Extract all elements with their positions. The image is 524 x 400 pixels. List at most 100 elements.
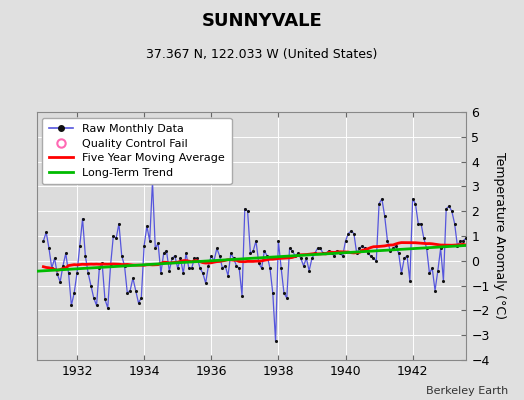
Point bbox=[171, 253, 179, 259]
Point bbox=[453, 243, 462, 249]
Point bbox=[104, 305, 112, 311]
Point bbox=[98, 260, 106, 266]
Point bbox=[515, 253, 523, 259]
Point bbox=[476, 206, 484, 212]
Point bbox=[226, 250, 235, 256]
Point bbox=[297, 255, 305, 262]
Point bbox=[134, 300, 143, 306]
Point bbox=[257, 265, 266, 272]
Point bbox=[397, 270, 406, 276]
Point bbox=[59, 262, 67, 269]
Point bbox=[204, 262, 213, 269]
Point bbox=[269, 290, 277, 296]
Text: SUNNYVALE: SUNNYVALE bbox=[202, 12, 322, 30]
Point bbox=[422, 245, 431, 252]
Point bbox=[146, 238, 154, 244]
Y-axis label: Temperature Anomaly (°C): Temperature Anomaly (°C) bbox=[493, 152, 506, 320]
Point bbox=[75, 243, 84, 249]
Point bbox=[504, 265, 512, 272]
Point bbox=[53, 271, 62, 278]
Point bbox=[84, 270, 92, 276]
Point bbox=[230, 255, 238, 262]
Point bbox=[232, 262, 241, 269]
Point bbox=[495, 250, 504, 256]
Point bbox=[288, 248, 297, 254]
Point bbox=[308, 255, 316, 262]
Legend: Raw Monthly Data, Quality Control Fail, Five Year Moving Average, Long-Term Tren: Raw Monthly Data, Quality Control Fail, … bbox=[42, 118, 232, 184]
Point bbox=[112, 235, 121, 242]
Point bbox=[344, 230, 353, 237]
Point bbox=[462, 235, 470, 242]
Point bbox=[498, 265, 506, 272]
Point bbox=[383, 238, 391, 244]
Point bbox=[252, 238, 260, 244]
Point bbox=[193, 255, 201, 262]
Point bbox=[277, 265, 286, 272]
Point bbox=[409, 196, 417, 202]
Point bbox=[341, 238, 350, 244]
Point bbox=[509, 248, 518, 254]
Point bbox=[459, 238, 467, 244]
Point bbox=[117, 253, 126, 259]
Point bbox=[62, 250, 70, 256]
Point bbox=[244, 208, 252, 214]
Point bbox=[90, 295, 98, 301]
Point bbox=[190, 255, 199, 262]
Point bbox=[79, 216, 87, 222]
Point bbox=[355, 245, 364, 252]
Point bbox=[366, 253, 375, 259]
Point bbox=[92, 302, 101, 309]
Point bbox=[299, 262, 308, 269]
Point bbox=[260, 248, 269, 254]
Point bbox=[188, 265, 196, 272]
Point bbox=[445, 203, 453, 210]
Point bbox=[50, 255, 59, 262]
Point bbox=[436, 245, 445, 252]
Point bbox=[428, 265, 436, 272]
Point bbox=[501, 270, 509, 276]
Text: 37.367 N, 122.033 W (United States): 37.367 N, 122.033 W (United States) bbox=[146, 48, 378, 61]
Point bbox=[478, 203, 487, 210]
Point bbox=[179, 270, 188, 276]
Point bbox=[389, 245, 397, 252]
Point bbox=[263, 253, 271, 259]
Point bbox=[151, 245, 159, 252]
Point bbox=[201, 280, 210, 286]
Point bbox=[95, 265, 104, 272]
Point bbox=[391, 243, 400, 249]
Point bbox=[132, 287, 140, 294]
Point bbox=[489, 250, 498, 256]
Point bbox=[414, 220, 422, 227]
Point bbox=[42, 229, 50, 236]
Point bbox=[512, 253, 520, 259]
Point bbox=[121, 262, 129, 269]
Point bbox=[439, 278, 447, 284]
Point bbox=[210, 258, 218, 264]
Point bbox=[481, 220, 489, 227]
Point bbox=[176, 255, 184, 262]
Point bbox=[353, 250, 361, 256]
Point bbox=[87, 282, 95, 289]
Point bbox=[420, 235, 428, 242]
Point bbox=[274, 238, 282, 244]
Point bbox=[425, 270, 434, 276]
Point bbox=[70, 290, 79, 296]
Point bbox=[400, 255, 408, 262]
Point bbox=[143, 223, 151, 229]
Point bbox=[328, 250, 336, 256]
Point bbox=[493, 255, 501, 262]
Point bbox=[361, 245, 369, 252]
Point bbox=[451, 220, 459, 227]
Point bbox=[386, 248, 395, 254]
Point bbox=[464, 235, 473, 242]
Point bbox=[64, 270, 73, 276]
Point bbox=[520, 255, 524, 262]
Point bbox=[313, 245, 322, 252]
Point bbox=[434, 268, 442, 274]
Point bbox=[173, 265, 182, 272]
Point bbox=[467, 220, 476, 227]
Point bbox=[350, 230, 358, 237]
Point bbox=[447, 208, 456, 214]
Point bbox=[271, 338, 280, 345]
Point bbox=[48, 265, 56, 272]
